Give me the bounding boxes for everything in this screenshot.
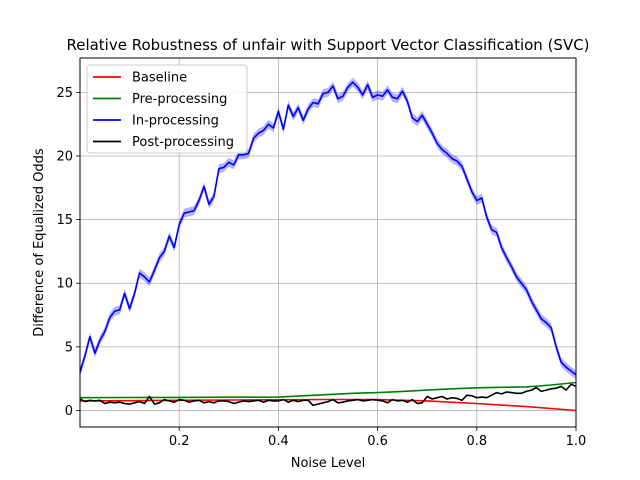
y-tick-label: 20 xyxy=(56,149,73,164)
pre-processing-line xyxy=(79,381,577,399)
in-processing-line xyxy=(79,81,577,376)
x-tick-label: 0.8 xyxy=(466,434,487,449)
in-processing-band xyxy=(80,77,576,380)
post-processing-line xyxy=(79,383,577,407)
plot-frame xyxy=(79,57,577,428)
x-tick-label: 0.6 xyxy=(367,434,388,449)
legend-label-post-processing: Post-processing xyxy=(132,135,234,150)
legend-label-in-processing: In-processing xyxy=(132,114,219,129)
x-axis: 0.2 0.4 0.6 0.8 1.0 xyxy=(169,427,586,449)
x-tick-label: 0.2 xyxy=(169,434,190,449)
chart-title: Relative Robustness of unfair with Suppo… xyxy=(66,36,589,54)
y-axis: 0 5 10 15 20 25 xyxy=(56,86,80,419)
legend-box xyxy=(86,64,248,154)
y-tick-label: 10 xyxy=(56,277,73,292)
series-lines xyxy=(79,81,577,412)
x-tick-label: 1.0 xyxy=(566,434,587,449)
y-tick-label: 5 xyxy=(65,340,73,355)
y-tick-label: 15 xyxy=(56,213,73,228)
x-tick-label: 0.4 xyxy=(268,434,289,449)
legend-label-baseline: Baseline xyxy=(132,71,187,86)
legend: Baseline Pre-processing In-processing Post-… xyxy=(86,64,248,154)
x-axis-title: Noise Level xyxy=(291,456,366,471)
confidence-bands xyxy=(80,77,576,380)
y-tick-label: 0 xyxy=(65,404,73,419)
y-axis-title: Difference of Equalized Odds xyxy=(32,148,47,337)
y-tick-label: 25 xyxy=(56,86,73,101)
legend-label-pre-processing: Pre-processing xyxy=(132,92,227,107)
